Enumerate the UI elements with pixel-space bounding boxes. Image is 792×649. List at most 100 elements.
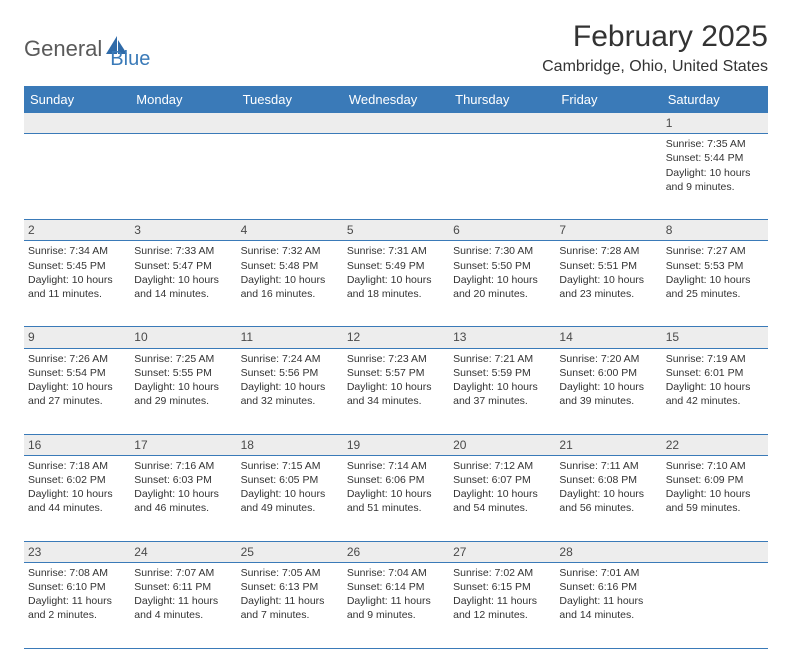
- day-cell: [343, 134, 449, 220]
- day-number-cell: 21: [555, 434, 661, 455]
- day-number-cell: 19: [343, 434, 449, 455]
- weekday-header: Monday: [130, 87, 236, 113]
- day-details: Sunrise: 7:23 AMSunset: 5:57 PMDaylight:…: [347, 352, 445, 409]
- day-number-cell: [662, 541, 768, 562]
- day-cell: Sunrise: 7:23 AMSunset: 5:57 PMDaylight:…: [343, 348, 449, 434]
- day-cell: [237, 134, 343, 220]
- week-row: Sunrise: 7:35 AMSunset: 5:44 PMDaylight:…: [24, 134, 768, 220]
- day-details: Sunrise: 7:30 AMSunset: 5:50 PMDaylight:…: [453, 244, 551, 301]
- weekday-header: Wednesday: [343, 87, 449, 113]
- day-number-cell: 15: [662, 327, 768, 348]
- day-number-cell: 8: [662, 220, 768, 241]
- day-details: Sunrise: 7:08 AMSunset: 6:10 PMDaylight:…: [28, 566, 126, 623]
- week-row: Sunrise: 7:26 AMSunset: 5:54 PMDaylight:…: [24, 348, 768, 434]
- month-title: February 2025: [542, 20, 768, 54]
- day-cell: Sunrise: 7:34 AMSunset: 5:45 PMDaylight:…: [24, 241, 130, 327]
- day-cell: Sunrise: 7:21 AMSunset: 5:59 PMDaylight:…: [449, 348, 555, 434]
- day-cell: Sunrise: 7:24 AMSunset: 5:56 PMDaylight:…: [237, 348, 343, 434]
- day-details: Sunrise: 7:10 AMSunset: 6:09 PMDaylight:…: [666, 459, 764, 516]
- day-cell: Sunrise: 7:01 AMSunset: 6:16 PMDaylight:…: [555, 562, 661, 648]
- day-cell: Sunrise: 7:18 AMSunset: 6:02 PMDaylight:…: [24, 455, 130, 541]
- day-details: Sunrise: 7:19 AMSunset: 6:01 PMDaylight:…: [666, 352, 764, 409]
- day-cell: Sunrise: 7:35 AMSunset: 5:44 PMDaylight:…: [662, 134, 768, 220]
- day-details: Sunrise: 7:14 AMSunset: 6:06 PMDaylight:…: [347, 459, 445, 516]
- day-number-cell: 6: [449, 220, 555, 241]
- day-number-cell: 16: [24, 434, 130, 455]
- day-details: Sunrise: 7:25 AMSunset: 5:55 PMDaylight:…: [134, 352, 232, 409]
- day-cell: Sunrise: 7:32 AMSunset: 5:48 PMDaylight:…: [237, 241, 343, 327]
- day-number-cell: 13: [449, 327, 555, 348]
- day-cell: Sunrise: 7:07 AMSunset: 6:11 PMDaylight:…: [130, 562, 236, 648]
- day-cell: Sunrise: 7:12 AMSunset: 6:07 PMDaylight:…: [449, 455, 555, 541]
- day-cell: [555, 134, 661, 220]
- day-details: Sunrise: 7:27 AMSunset: 5:53 PMDaylight:…: [666, 244, 764, 301]
- day-number-cell: 23: [24, 541, 130, 562]
- day-details: Sunrise: 7:07 AMSunset: 6:11 PMDaylight:…: [134, 566, 232, 623]
- day-cell: Sunrise: 7:08 AMSunset: 6:10 PMDaylight:…: [24, 562, 130, 648]
- day-cell: [662, 562, 768, 648]
- day-number-cell: [449, 113, 555, 134]
- day-number-cell: 20: [449, 434, 555, 455]
- day-number-cell: [130, 113, 236, 134]
- day-number-cell: 1: [662, 113, 768, 134]
- day-number-cell: 5: [343, 220, 449, 241]
- day-details: Sunrise: 7:15 AMSunset: 6:05 PMDaylight:…: [241, 459, 339, 516]
- weekday-header: Saturday: [662, 87, 768, 113]
- day-cell: Sunrise: 7:15 AMSunset: 6:05 PMDaylight:…: [237, 455, 343, 541]
- day-number-cell: 9: [24, 327, 130, 348]
- day-cell: Sunrise: 7:25 AMSunset: 5:55 PMDaylight:…: [130, 348, 236, 434]
- calendar-table: SundayMondayTuesdayWednesdayThursdayFrid…: [24, 86, 768, 649]
- day-number-cell: 14: [555, 327, 661, 348]
- day-details: Sunrise: 7:21 AMSunset: 5:59 PMDaylight:…: [453, 352, 551, 409]
- day-details: Sunrise: 7:16 AMSunset: 6:03 PMDaylight:…: [134, 459, 232, 516]
- weekday-header: Sunday: [24, 87, 130, 113]
- day-details: Sunrise: 7:35 AMSunset: 5:44 PMDaylight:…: [666, 137, 764, 194]
- day-number-cell: [24, 113, 130, 134]
- day-number-row: 232425262728: [24, 541, 768, 562]
- page-header: General Blue February 2025 Cambridge, Oh…: [24, 20, 768, 76]
- day-number-cell: 10: [130, 327, 236, 348]
- day-cell: Sunrise: 7:14 AMSunset: 6:06 PMDaylight:…: [343, 455, 449, 541]
- day-cell: Sunrise: 7:26 AMSunset: 5:54 PMDaylight:…: [24, 348, 130, 434]
- day-number-row: 2345678: [24, 220, 768, 241]
- day-details: Sunrise: 7:33 AMSunset: 5:47 PMDaylight:…: [134, 244, 232, 301]
- day-cell: Sunrise: 7:28 AMSunset: 5:51 PMDaylight:…: [555, 241, 661, 327]
- weekday-header: Tuesday: [237, 87, 343, 113]
- weekday-header: Friday: [555, 87, 661, 113]
- day-details: Sunrise: 7:24 AMSunset: 5:56 PMDaylight:…: [241, 352, 339, 409]
- day-details: Sunrise: 7:32 AMSunset: 5:48 PMDaylight:…: [241, 244, 339, 301]
- day-cell: Sunrise: 7:04 AMSunset: 6:14 PMDaylight:…: [343, 562, 449, 648]
- day-number-cell: 24: [130, 541, 236, 562]
- day-number-row: 16171819202122: [24, 434, 768, 455]
- day-number-cell: 2: [24, 220, 130, 241]
- day-cell: Sunrise: 7:30 AMSunset: 5:50 PMDaylight:…: [449, 241, 555, 327]
- day-number-cell: 12: [343, 327, 449, 348]
- day-details: Sunrise: 7:12 AMSunset: 6:07 PMDaylight:…: [453, 459, 551, 516]
- day-details: Sunrise: 7:20 AMSunset: 6:00 PMDaylight:…: [559, 352, 657, 409]
- day-number-cell: 26: [343, 541, 449, 562]
- day-number-cell: 28: [555, 541, 661, 562]
- day-number-cell: 27: [449, 541, 555, 562]
- day-number-cell: [555, 113, 661, 134]
- day-number-cell: 7: [555, 220, 661, 241]
- logo: General Blue: [24, 26, 150, 71]
- day-cell: Sunrise: 7:11 AMSunset: 6:08 PMDaylight:…: [555, 455, 661, 541]
- week-row: Sunrise: 7:34 AMSunset: 5:45 PMDaylight:…: [24, 241, 768, 327]
- day-cell: Sunrise: 7:19 AMSunset: 6:01 PMDaylight:…: [662, 348, 768, 434]
- day-cell: Sunrise: 7:31 AMSunset: 5:49 PMDaylight:…: [343, 241, 449, 327]
- day-cell: Sunrise: 7:27 AMSunset: 5:53 PMDaylight:…: [662, 241, 768, 327]
- day-details: Sunrise: 7:26 AMSunset: 5:54 PMDaylight:…: [28, 352, 126, 409]
- logo-word-1: General: [24, 36, 102, 62]
- day-number-row: 1: [24, 113, 768, 134]
- day-details: Sunrise: 7:02 AMSunset: 6:15 PMDaylight:…: [453, 566, 551, 623]
- day-cell: Sunrise: 7:20 AMSunset: 6:00 PMDaylight:…: [555, 348, 661, 434]
- day-details: Sunrise: 7:05 AMSunset: 6:13 PMDaylight:…: [241, 566, 339, 623]
- title-block: February 2025 Cambridge, Ohio, United St…: [542, 20, 768, 76]
- day-cell: [130, 134, 236, 220]
- day-details: Sunrise: 7:18 AMSunset: 6:02 PMDaylight:…: [28, 459, 126, 516]
- day-number-cell: 18: [237, 434, 343, 455]
- day-cell: Sunrise: 7:10 AMSunset: 6:09 PMDaylight:…: [662, 455, 768, 541]
- day-number-cell: 4: [237, 220, 343, 241]
- week-row: Sunrise: 7:08 AMSunset: 6:10 PMDaylight:…: [24, 562, 768, 648]
- day-cell: [449, 134, 555, 220]
